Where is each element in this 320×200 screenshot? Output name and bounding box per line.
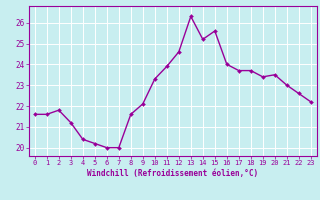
X-axis label: Windchill (Refroidissement éolien,°C): Windchill (Refroidissement éolien,°C) bbox=[87, 169, 258, 178]
